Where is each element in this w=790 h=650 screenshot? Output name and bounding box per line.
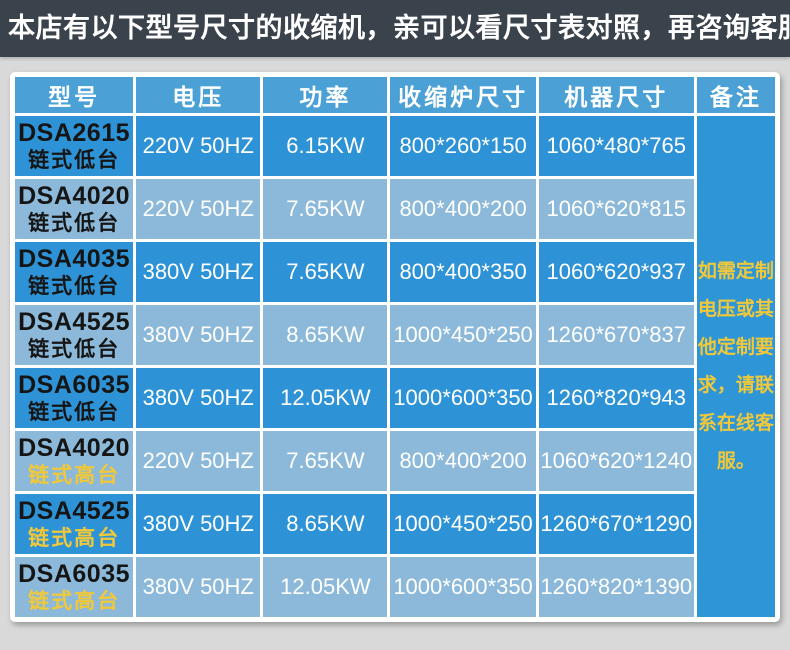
banner-text: 本店有以下型号尺寸的收缩机，亲可以看尺寸表对照，再咨询客服。 [8,13,790,43]
model-cell: DSA6035 链式低台 [15,368,134,428]
power-cell: 12.05KW [263,557,388,617]
column-header-voltage: 电压 [136,77,261,113]
column-header-power: 功率 [263,77,388,113]
model-type-label: 链式高台 [28,590,121,614]
voltage-cell: 380V 50HZ [136,305,261,365]
power-cell: 8.65KW [263,494,388,554]
power-cell: 6.15KW [263,116,388,176]
voltage-cell: 220V 50HZ [136,116,261,176]
model-type-label: 链式低台 [28,275,121,299]
furnace-size-cell: 1000*450*250 [390,305,536,365]
furnace-size-cell: 1000*450*250 [390,494,536,554]
remarks-cell: 如需定制电压或其他定制要求，请联系在线客服。 [696,116,775,617]
spec-table: 型号 电压 功率 收缩炉尺寸 机器尺寸 备注 DSA2615 链式低台 220V… [12,74,778,620]
machine-size-cell: 1060*620*815 [538,179,694,239]
model-cell: DSA4020 链式高台 [15,431,134,491]
machine-size-cell: 1260*820*1390 [538,557,694,617]
model-code-label: DSA4035 [18,244,131,273]
model-code-label: DSA4020 [18,433,131,462]
model-cell: DSA4525 链式低台 [15,305,134,365]
machine-size-cell: 1260*670*837 [538,305,694,365]
model-cell: DSA4525 链式高台 [15,494,134,554]
column-header-machine-size: 机器尺寸 [538,77,694,113]
table-row: DSA4035 链式低台 380V 50HZ 7.65KW 800*400*35… [15,242,775,302]
model-type-label: 链式低台 [28,149,121,173]
power-cell: 7.65KW [263,242,388,302]
model-code-label: DSA4525 [18,496,131,525]
column-header-model: 型号 [15,77,134,113]
model-code-label: DSA2615 [18,118,131,147]
machine-size-cell: 1060*620*1240 [538,431,694,491]
voltage-cell: 220V 50HZ [136,431,261,491]
power-cell: 8.65KW [263,305,388,365]
model-cell: DSA4035 链式低台 [15,242,134,302]
model-type-label: 链式低台 [28,401,121,425]
voltage-cell: 380V 50HZ [136,557,261,617]
model-cell: DSA4020 链式低台 [15,179,134,239]
model-cell: DSA2615 链式低台 [15,116,134,176]
furnace-size-cell: 800*400*200 [390,431,536,491]
table-row: DSA2615 链式低台 220V 50HZ 6.15KW 800*260*15… [15,116,775,617]
voltage-cell: 380V 50HZ [136,368,261,428]
furnace-size-cell: 1000*600*350 [390,368,536,428]
furnace-size-cell: 800*260*150 [390,116,536,176]
column-header-remarks: 备注 [696,77,775,113]
banner: 本店有以下型号尺寸的收缩机，亲可以看尺寸表对照，再咨询客服。 [0,0,790,57]
table-row: DSA6035 链式高台 380V 50HZ 12.05KW 1000*600*… [15,557,775,617]
table-row: DSA4020 链式低台 220V 50HZ 7.65KW 800*400*20… [15,179,775,239]
model-type-label: 链式低台 [28,338,121,362]
furnace-size-cell: 1000*600*350 [390,557,536,617]
voltage-cell: 220V 50HZ [136,179,261,239]
model-cell: DSA6035 链式高台 [15,557,134,617]
table-row: DSA4525 链式高台 380V 50HZ 8.65KW 1000*450*2… [15,494,775,554]
model-code-label: DSA6035 [18,370,131,399]
machine-size-cell: 1260*820*943 [538,368,694,428]
furnace-size-cell: 800*400*350 [390,242,536,302]
model-type-label: 链式高台 [28,527,121,551]
model-type-label: 链式低台 [28,212,121,236]
remarks-text: 如需定制电压或其他定制要求，请联系在线客服。 [697,260,774,472]
table-row: DSA4525 链式低台 380V 50HZ 8.65KW 1000*450*2… [15,305,775,365]
machine-size-cell: 1060*480*765 [538,116,694,176]
power-cell: 7.65KW [263,431,388,491]
model-code-label: DSA6035 [18,559,131,588]
furnace-size-cell: 800*400*200 [390,179,536,239]
power-cell: 12.05KW [263,368,388,428]
model-code-label: DSA4020 [18,181,131,210]
table-row: DSA6035 链式低台 380V 50HZ 12.05KW 1000*600*… [15,368,775,428]
table-row: DSA4020 链式高台 220V 50HZ 7.65KW 800*400*20… [15,431,775,491]
column-header-furnace-size: 收缩炉尺寸 [390,77,536,113]
spec-table-container: 型号 电压 功率 收缩炉尺寸 机器尺寸 备注 DSA2615 链式低台 220V… [10,72,780,622]
model-code-label: DSA4525 [18,307,131,336]
model-type-label: 链式高台 [28,464,121,488]
machine-size-cell: 1260*670*1290 [538,494,694,554]
power-cell: 7.65KW [263,179,388,239]
voltage-cell: 380V 50HZ [136,242,261,302]
spec-table-body: DSA2615 链式低台 220V 50HZ 6.15KW 800*260*15… [15,116,775,617]
header-row: 型号 电压 功率 收缩炉尺寸 机器尺寸 备注 [15,77,775,113]
voltage-cell: 380V 50HZ [136,494,261,554]
machine-size-cell: 1060*620*937 [538,242,694,302]
